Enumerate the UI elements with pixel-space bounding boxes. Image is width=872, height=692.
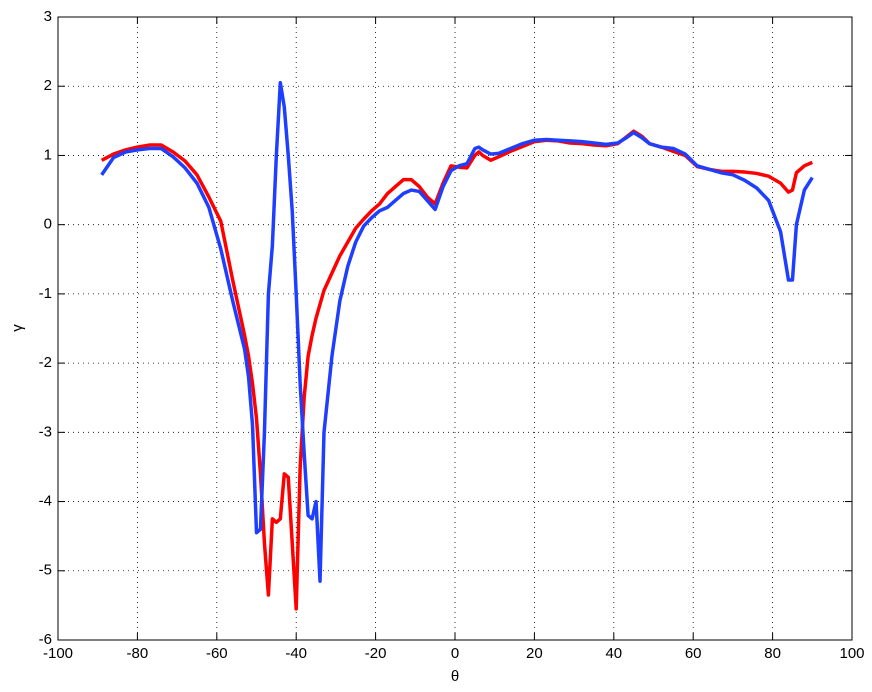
x-tick-label: -80 xyxy=(127,645,149,662)
y-tick-label: -1 xyxy=(39,285,52,302)
y-tick-label: -3 xyxy=(39,423,52,440)
plot-frame xyxy=(57,16,853,641)
y-tick-label: 1 xyxy=(44,146,52,163)
y-tick-label: -2 xyxy=(39,354,52,371)
data-line xyxy=(100,81,814,583)
data-line xyxy=(100,129,813,611)
y-tick-label: 3 xyxy=(44,8,52,25)
x-tick-label: 60 xyxy=(685,645,702,662)
x-axis-label: θ xyxy=(451,668,459,685)
y-tick-label: -6 xyxy=(39,631,52,648)
y-tick-label: 2 xyxy=(44,77,52,94)
x-tick-label: -100 xyxy=(43,645,73,662)
x-tick-label: 0 xyxy=(451,645,459,662)
y-tick-label: -5 xyxy=(39,562,52,579)
y-axis-label: γ xyxy=(9,324,26,332)
x-tick-label: -20 xyxy=(365,645,387,662)
x-tick-label: -60 xyxy=(206,645,228,662)
x-tick-label: -40 xyxy=(285,645,307,662)
x-tick-label: 80 xyxy=(764,645,781,662)
y-tick-label: -4 xyxy=(39,493,52,510)
x-tick-label: 40 xyxy=(605,645,622,662)
y-tick-label: 0 xyxy=(44,216,52,233)
x-tick-label: 100 xyxy=(839,645,864,662)
x-tick-label: 20 xyxy=(526,645,543,662)
